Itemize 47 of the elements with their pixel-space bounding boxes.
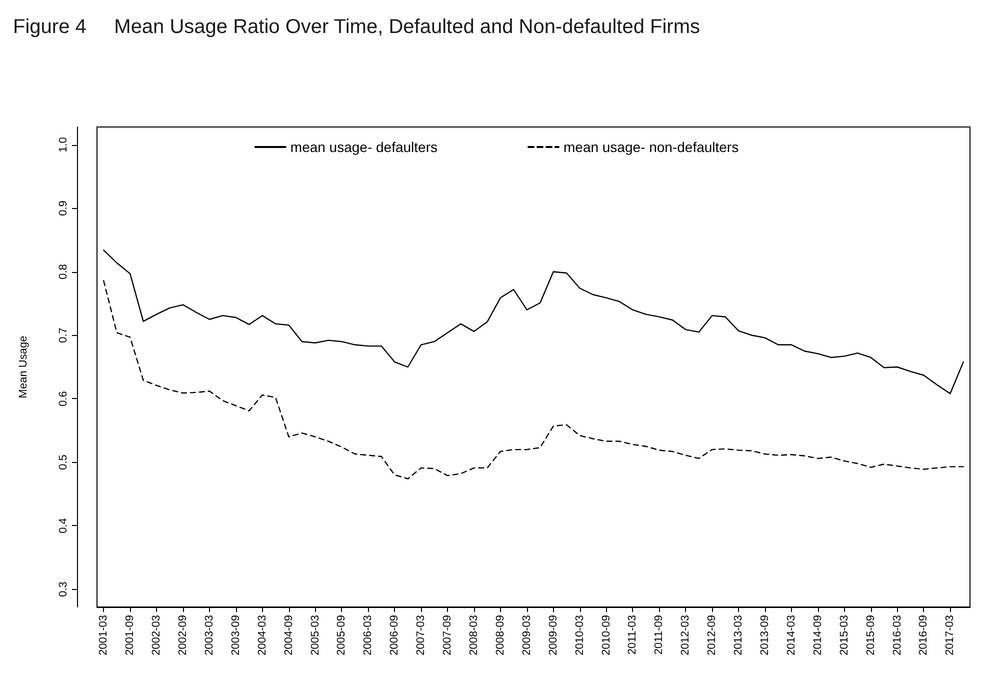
x-tick-label: 2002-09 <box>176 615 189 656</box>
x-tick-label: 2011-09 <box>653 615 666 655</box>
x-tick-label: 2003-09 <box>230 615 242 656</box>
y-tick-label: 0.7 <box>58 328 70 343</box>
x-tick-label: 2013-09 <box>758 615 771 656</box>
x-tick-label: 2010-09 <box>600 615 612 656</box>
x-tick-label: 2011-03 <box>626 615 639 655</box>
y-tick-label: 0.8 <box>58 264 70 280</box>
y-tick-label: 0.9 <box>58 200 70 216</box>
y-tick-label: 0.6 <box>58 391 70 406</box>
legend-label: mean usage- non-defaulters <box>563 139 739 155</box>
y-tick-label: 0.4 <box>58 518 70 534</box>
y-tick-label: 1.0 <box>58 137 70 152</box>
x-tick-label: 2009-03 <box>520 615 533 656</box>
x-tick-label: 2006-09 <box>388 615 401 656</box>
x-tick-label: 2012-09 <box>706 615 718 656</box>
x-tick-label: 2008-03 <box>468 615 480 656</box>
x-tick-label: 2004-09 <box>282 615 295 656</box>
x-tick-label: 2008-09 <box>494 615 506 656</box>
x-tick-label: 2005-09 <box>336 615 348 656</box>
x-tick-label: 2003-03 <box>203 615 216 656</box>
x-tick-label: 2007-03 <box>415 615 428 656</box>
x-tick-label: 2004-03 <box>256 615 268 656</box>
x-tick-label: 2012-03 <box>680 615 692 656</box>
x-tick-label: 2007-09 <box>442 615 454 656</box>
x-tick-label: 2010-03 <box>574 615 586 656</box>
y-axis-title: Mean Usage <box>18 336 30 398</box>
line-series <box>103 280 964 480</box>
x-tick-label: 2013-03 <box>732 615 745 656</box>
x-tick-label: 2001-09 <box>124 615 136 656</box>
x-tick-label: 2006-03 <box>362 615 374 656</box>
x-tick-label: 2002-03 <box>150 615 163 656</box>
x-tick-label: 2015-09 <box>864 615 877 656</box>
legend-label: mean usage- defaulters <box>290 139 438 155</box>
x-tick-label: 2016-09 <box>918 615 930 656</box>
x-tick-label: 2014-09 <box>812 615 824 656</box>
x-tick-label: 2005-03 <box>309 615 322 656</box>
line-series <box>103 250 964 394</box>
x-tick-label: 2017-03 <box>944 615 956 656</box>
x-tick-label: 2016-03 <box>891 615 904 656</box>
x-tick-label: 2009-09 <box>547 615 560 656</box>
x-tick-label: 2014-03 <box>785 615 798 656</box>
chart-title: Figure 4 Mean Usage Ratio Over Time, Defaulted and Non-defaulted Firms <box>13 16 700 38</box>
y-tick-label: 0.5 <box>58 454 70 470</box>
y-tick-label: 0.3 <box>58 582 70 597</box>
x-tick-label: 2001-03 <box>98 615 110 656</box>
x-tick-label: 2015-03 <box>838 615 850 656</box>
